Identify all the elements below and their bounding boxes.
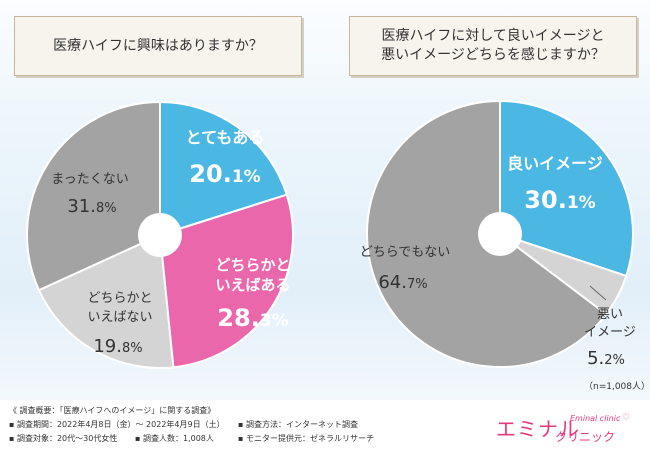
sample-size-note: （n=1,008人） <box>584 381 650 392</box>
pie1-slice-0 <box>159 100 289 237</box>
label-very-interested: とてもある <box>186 128 265 147</box>
pct-neither: 64.7% <box>378 272 427 293</box>
label-not-at-all: まったくない <box>51 172 128 187</box>
question-2-line-1: 医療ハイフに対して良いイメージと <box>381 28 605 44</box>
pct-bad-image: 5.2% <box>587 348 625 369</box>
label-bad-image-line-2: イメージ <box>584 325 636 340</box>
pct-somewhat-not: 19.8% <box>93 336 142 357</box>
label-somewhat-not-line-2: いえばない <box>87 310 152 325</box>
pct-not-at-all: 31.8% <box>67 196 116 217</box>
question-1-box: 医療ハイフに興味はありますか？ <box>14 16 302 76</box>
pct-very-interested: 20.1% <box>189 160 260 188</box>
survey-period: ▪ 調査期間：2022年4月8日（金）～ 2022年4月9日（土） <box>9 420 225 429</box>
label-bad-image-line-1: 悪い <box>597 307 623 322</box>
question-1-text: 医療ハイフに興味はありますか？ <box>53 37 263 54</box>
clinic-logo-subtitle: クリニック <box>555 430 616 444</box>
label-good-image: 良いイメージ <box>507 154 603 173</box>
pie-chart-image: 良いイメージ 30.1% 悪い イメージ 5.2% どちらでもない 64.7% … <box>360 99 650 392</box>
label-somewhat-interested-line-2: いえばある <box>215 276 290 294</box>
label-neither: どちらでもない <box>360 245 451 260</box>
clinic-logo-english: Eminal clinic <box>570 414 621 423</box>
donut-center <box>138 213 182 257</box>
pct-good-image: 30.1% <box>524 186 595 214</box>
survey-summary-title: 《 調査概要：「医療ハイフへのイメージ」に関する調査》 <box>9 406 216 415</box>
question-2-line-2: 悪いイメージどちらを感じますか？ <box>381 47 605 63</box>
survey-count: ▪ 調査人数：1,008人 <box>135 434 214 443</box>
pie1-slice-3 <box>26 100 161 292</box>
question-2-box: 医療ハイフに対して良いイメージと 悪いイメージどちらを感じますか？ <box>349 16 637 76</box>
clinic-logo: エミナル <box>496 417 580 441</box>
heart-icon: ♡ <box>622 413 631 423</box>
label-somewhat-not-line-1: どちらかと <box>87 291 152 306</box>
bad-image-leader-line <box>589 285 607 301</box>
pie2-slice-0 <box>499 99 634 278</box>
donut-center-2 <box>478 212 522 256</box>
survey-method: ▪ 調査方法：インターネット調査 <box>238 420 358 429</box>
pie1-slice-1 <box>158 193 294 369</box>
label-somewhat-interested-line-1: どちらかと <box>215 256 290 274</box>
survey-target: ▪ 調査対象：20代～30代女性 <box>9 434 118 443</box>
pie-chart-interest: とてもある 20.1% どちらかと いえばある 28.3% どちらかと いえばな… <box>26 100 294 369</box>
footer: 《 調査概要：「医療ハイフへのイメージ」に関する調査》 ▪ 調査期間：2022年… <box>0 400 650 450</box>
pie1-slice-2 <box>37 233 175 369</box>
pct-somewhat-interested: 28.3% <box>217 304 288 332</box>
survey-monitor: ▪ モニター提供元：ゼネラルリサーチ <box>238 434 374 443</box>
